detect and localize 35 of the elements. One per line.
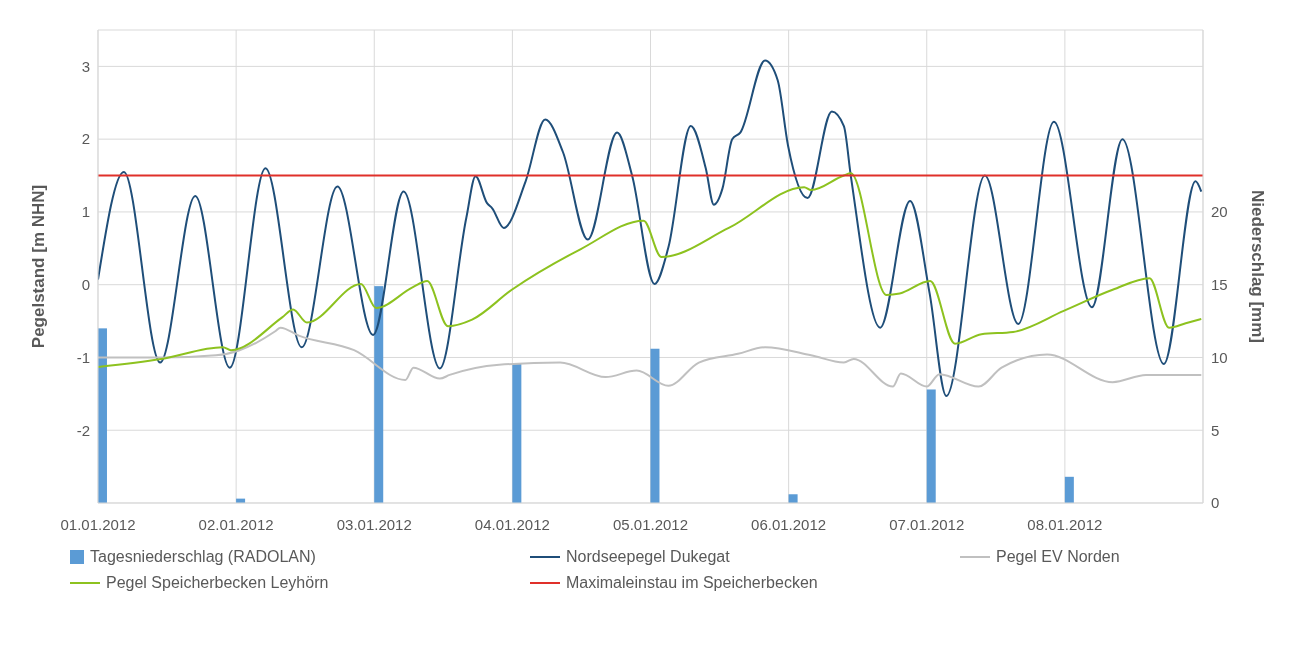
y2-tick-label: 10 [1211,348,1228,366]
line-series [98,172,1203,368]
x-tick-label: 05.01.2012 [612,515,689,533]
y-tick-label: 0 [81,276,90,294]
legend-label: Pegel Speicherbecken Leyhörn [106,574,329,592]
y-tick-label: -1 [76,348,90,366]
y2-tick-label: 20 [1211,203,1228,221]
x-tick-label: 07.01.2012 [889,515,965,533]
legend-label: Pegel EV Norden [996,548,1120,566]
y2-axis-title: Niederschlag [mm] [1247,189,1267,344]
x-tick-label: 08.01.2012 [1027,515,1103,533]
y-tick-label: -2 [76,421,90,439]
x-tick-label: 04.01.2012 [474,515,550,533]
bar [1064,476,1074,503]
x-tick-label: 02.01.2012 [198,515,274,533]
bar [512,363,522,503]
y2-tick-label: 0 [1211,494,1220,512]
x-tick-label: 01.01.2012 [60,515,136,533]
line-series [98,59,1203,398]
y-axis-title: Pegelstand [m NHN] [29,184,49,349]
x-tick-label: 06.01.2012 [751,515,827,533]
line-series [98,326,1203,388]
y-tick-label: 2 [81,130,90,148]
y2-tick-label: 5 [1211,421,1220,439]
x-tick-label: 03.01.2012 [336,515,412,533]
y2-tick-label: 15 [1211,276,1228,294]
legend-label: Tagesniederschlag (RADOLAN) [90,548,316,566]
y-tick-label: 3 [81,57,90,75]
bar [650,348,660,503]
bar [374,286,384,503]
bar [926,389,936,503]
legend-label: Nordseepegel Dukegat [566,548,730,566]
legend-label: Maximaleinstau im Speicherbecken [566,574,818,592]
bar [788,494,798,503]
y-tick-label: 1 [81,203,90,221]
